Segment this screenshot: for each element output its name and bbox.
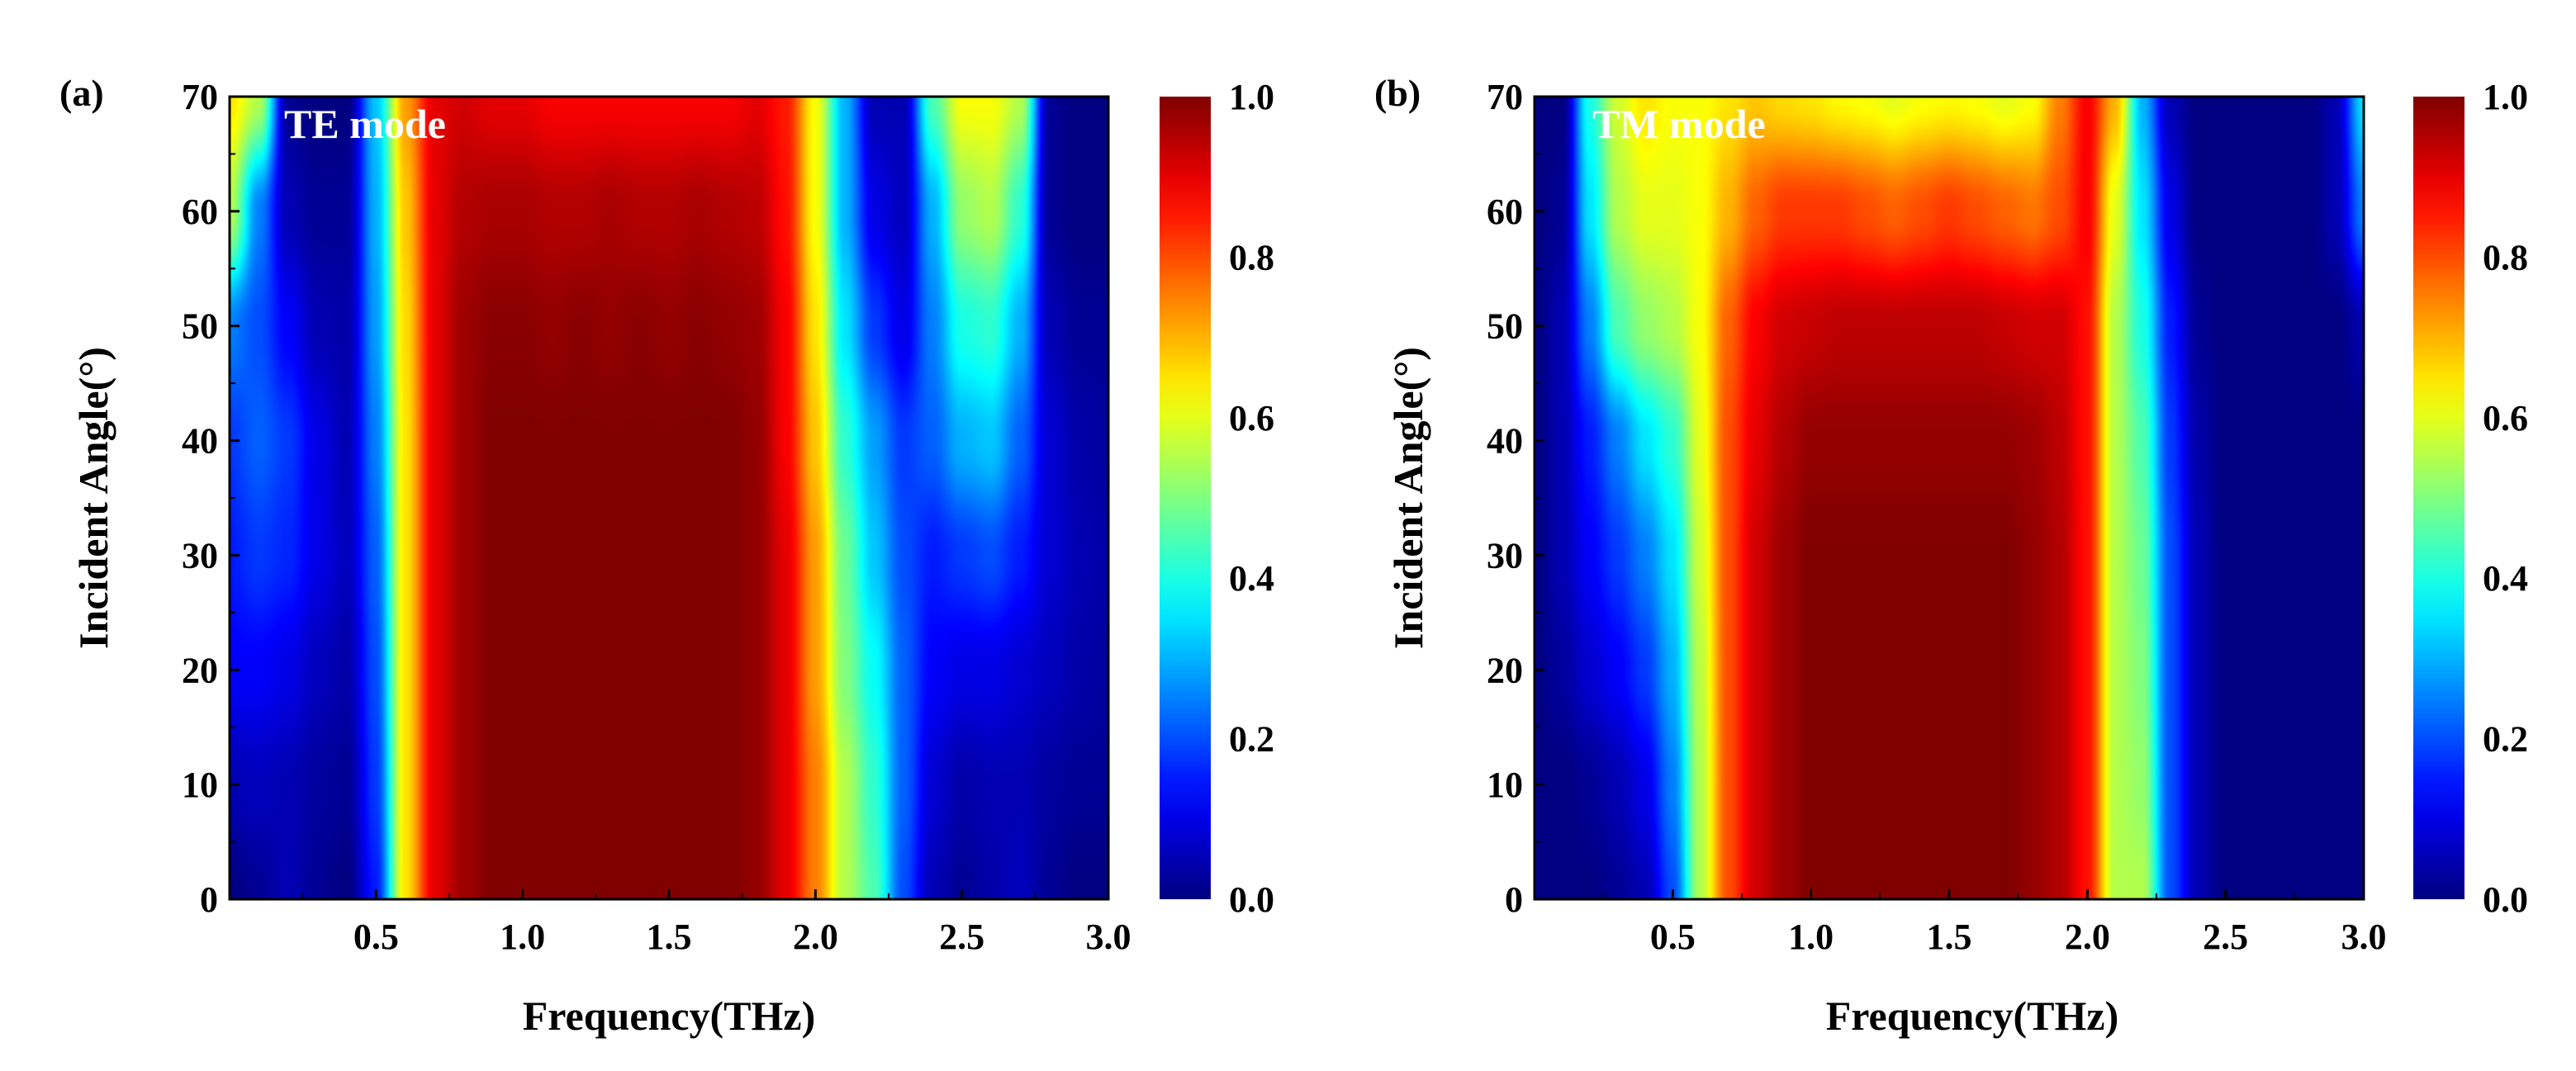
y-tick-label-a: 60 [182, 192, 218, 232]
colorbar-ticks-b: 0.0 0.2 0.4 0.6 0.8 1.0 [2483, 77, 2528, 920]
x-axis-title-b: Frequency(THz) [1826, 993, 2119, 1039]
colorbar-b: 0.0 0.2 0.4 0.6 0.8 1.0 [2413, 77, 2528, 920]
x-tick-label-a: 0.5 [353, 917, 399, 957]
colorbar-tick-label-b: 0.8 [2483, 237, 2528, 277]
x-tick-label-b: 2.0 [2065, 917, 2110, 957]
x-tick-label-a: 2.0 [793, 917, 838, 957]
y-tick-label-a: 20 [182, 650, 218, 690]
colorbar-ticks-a: 0.0 0.2 0.4 0.6 0.8 1.0 [1229, 77, 1274, 920]
panel-b-label: (b) [1374, 72, 1421, 114]
colorbar-tick-label-a: 0.4 [1229, 558, 1274, 599]
mode-annotation-b: TM mode [1592, 101, 1766, 147]
colorbar-tick-label-a: 0.8 [1229, 237, 1274, 277]
y-tick-label-b: 20 [1487, 650, 1523, 690]
x-tick-label-a: 1.5 [647, 917, 692, 957]
colorbar-gradient-b [2413, 97, 2465, 899]
colorbar-tick-label-a: 1.0 [1229, 77, 1274, 117]
y-axis-a: 0 10 20 30 40 50 60 70 [182, 77, 240, 920]
x-tick-label-b: 1.0 [1788, 917, 1834, 957]
heatmap-image-a [230, 97, 1108, 899]
x-tick-label-b: 1.5 [1927, 917, 1972, 957]
y-tick-label-b: 40 [1487, 421, 1523, 462]
y-tick-label-a: 50 [182, 306, 218, 347]
colorbar-tick-label-a: 0.0 [1229, 879, 1274, 920]
panel-b: (b) TM mode 0.5 1.0 1.5 2.0 2.5 3.0 0 10 20 30 40… [1374, 72, 2528, 1039]
panel-a: (a) TE mode 0.5 1.0 1.5 2.0 2.5 3.0 0 10 20 30 40… [59, 72, 1274, 1039]
y-tick-label-b: 70 [1487, 77, 1523, 117]
panel-a-label: (a) [59, 72, 104, 114]
y-tick-label-b: 10 [1487, 765, 1523, 805]
colorbar-a: 0.0 0.2 0.4 0.6 0.8 1.0 [1160, 77, 1274, 920]
colorbar-tick-label-b: 0.2 [2483, 719, 2528, 760]
heatmap-b [1533, 95, 2365, 901]
y-tick-label-a: 10 [182, 765, 218, 805]
mode-annotation-a: TE mode [284, 101, 446, 147]
colorbar-tick-label-b: 0.0 [2483, 879, 2528, 920]
x-axis-b: 0.5 1.0 1.5 2.0 2.5 3.0 [1602, 889, 2387, 957]
colorbar-tick-label-a: 0.6 [1229, 398, 1274, 438]
y-tick-label-a: 70 [182, 77, 218, 117]
x-axis-title-a: Frequency(THz) [523, 993, 816, 1039]
x-tick-label-a: 1.0 [500, 917, 545, 957]
y-tick-label-b: 30 [1487, 535, 1523, 576]
heatmap-image-b [1535, 97, 2364, 899]
colorbar-tick-label-b: 1.0 [2483, 77, 2528, 117]
x-tick-label-b: 3.0 [2341, 917, 2387, 957]
y-tick-label-a: 30 [182, 535, 218, 576]
x-tick-label-a: 2.5 [939, 917, 984, 957]
x-axis-a: 0.5 1.0 1.5 2.0 2.5 3.0 [301, 889, 1131, 957]
x-tick-label-a: 3.0 [1086, 917, 1131, 957]
x-tick-label-b: 2.5 [2203, 917, 2248, 957]
y-tick-label-b: 0 [1505, 879, 1523, 920]
heatmap-a [228, 95, 1110, 901]
colorbar-tick-label-b: 0.6 [2483, 398, 2528, 438]
x-tick-label-b: 0.5 [1650, 917, 1696, 957]
y-tick-label-b: 60 [1487, 192, 1523, 232]
y-axis-title-a: Incident Angle(°) [70, 347, 116, 649]
y-tick-label-a: 40 [182, 421, 218, 462]
colorbar-tick-label-b: 0.4 [2483, 558, 2528, 599]
y-axis-title-b: Incident Angle(°) [1385, 347, 1431, 649]
colorbar-gradient-a [1160, 97, 1211, 899]
y-tick-label-b: 50 [1487, 306, 1523, 347]
colorbar-tick-label-a: 0.2 [1229, 719, 1274, 760]
y-axis-b: 0 10 20 30 40 50 60 70 [1487, 77, 1544, 920]
y-tick-label-a: 0 [200, 879, 218, 920]
